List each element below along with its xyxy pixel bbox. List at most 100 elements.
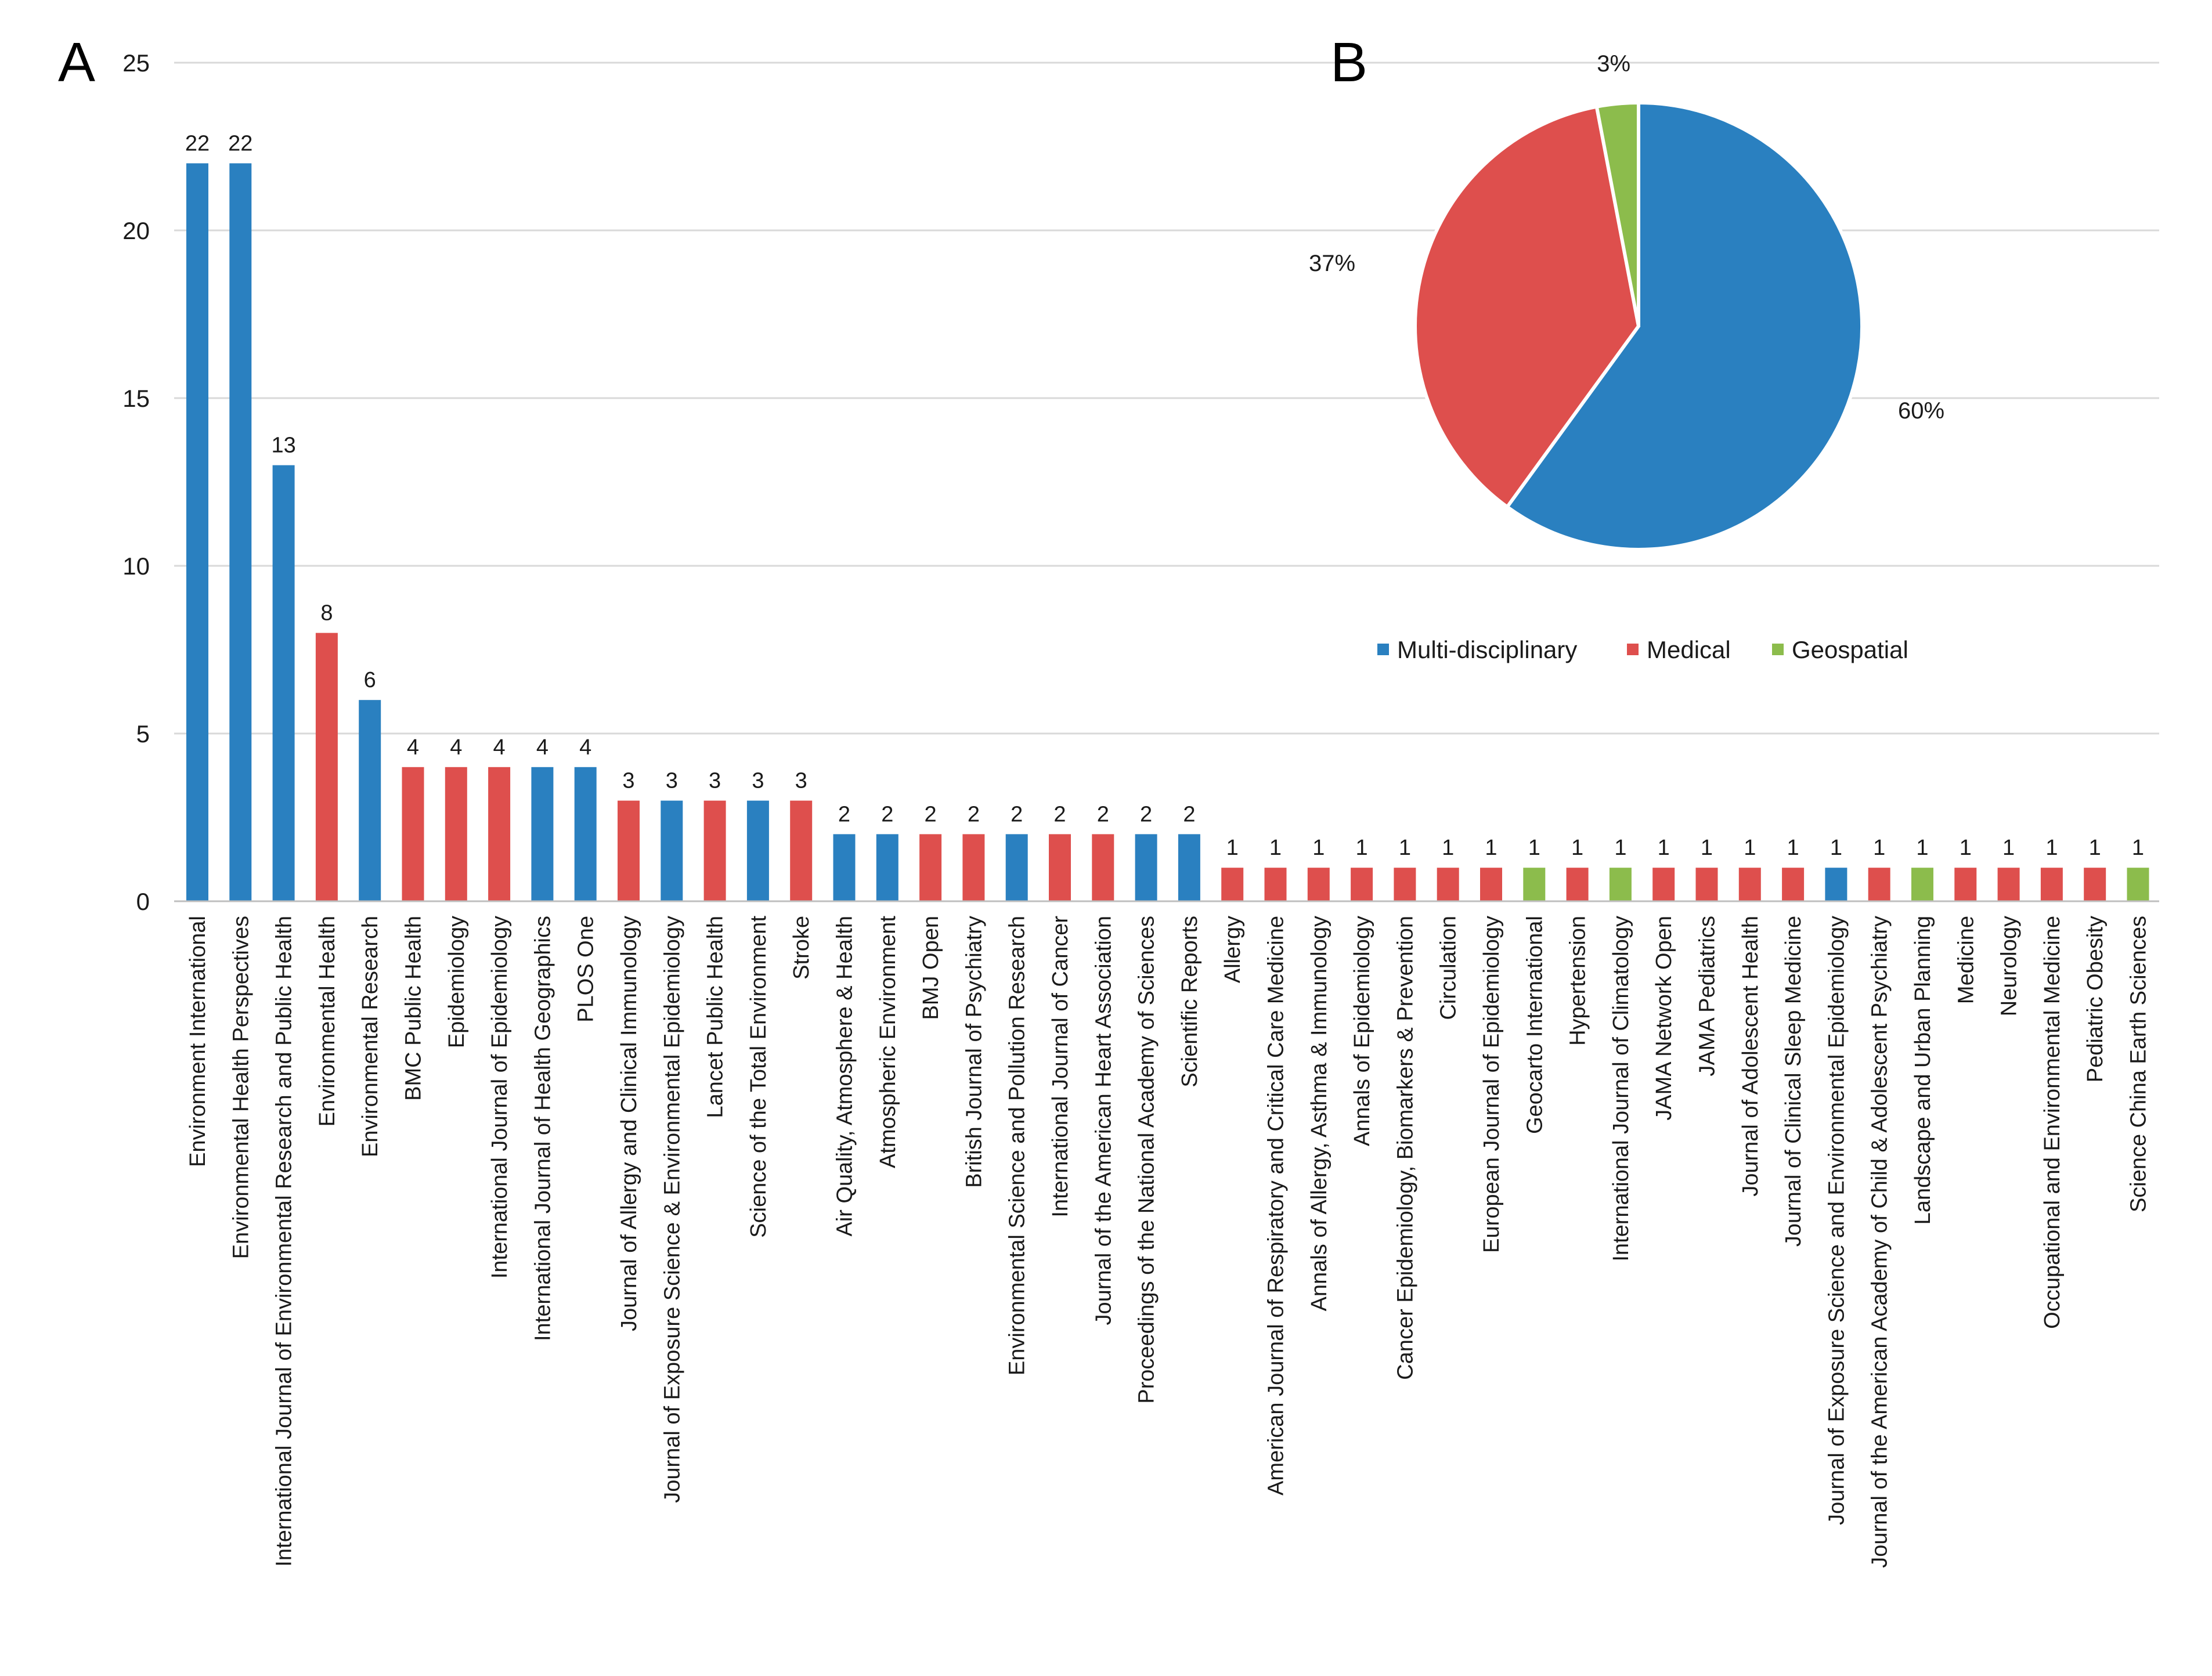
bar-value-label: 1 [1356,836,1368,860]
bar-value-label: 2 [1097,802,1109,826]
x-category-label: Journal of Allergy and Clinical Immunolo… [617,916,641,1331]
pie-percentage-label: 3% [1597,51,1630,77]
x-category-label: Epidemiology [445,916,469,1048]
x-category-label: Journal of Exposure Science & Environmen… [660,916,684,1503]
panel-letter-a: A [58,31,95,93]
bar-value-label: 1 [1830,836,1842,860]
x-category-label: Circulation [1437,916,1461,1020]
bar-value-label: 1 [1744,836,1756,860]
bar-value-label: 1 [1226,836,1239,860]
legend-swatch-medical [1627,644,1639,655]
pie-legend: Multi-disciplinary Medical Geospatial [1377,636,1908,663]
y-tick-label: 25 [122,49,150,77]
bar-value-label: 2 [1053,802,1066,826]
bar [2040,868,2063,901]
pie-chart-panel-b: 60% 37% 3% Multi-disciplinary Medical Geospa… [1309,51,1944,663]
bar [1264,868,1287,901]
x-category-label: Journal of the American Heart Associatio… [1091,916,1116,1325]
bar-value-label: 1 [1701,836,1713,860]
bar [1523,868,1546,901]
bar-value-label: 4 [450,735,462,760]
bar [315,633,338,901]
bar [618,800,640,901]
pie-slice-geo [1594,100,1640,327]
x-category-label: Science of the Total Environment [746,916,771,1238]
x-category-label: Environmental Research [358,916,383,1157]
bar [746,800,769,901]
x-category-label: American Journal of Respiratory and Crit… [1264,916,1289,1496]
bar [1005,834,1028,901]
bar-value-label: 1 [2089,836,2101,860]
y-tick-label: 20 [122,217,150,244]
bar [445,767,467,901]
x-category-label: Journal of Exposure Science and Environm… [1824,916,1849,1525]
bar [1868,868,1890,901]
x-category-label: Geocarto International [1522,916,1547,1134]
x-category-label: JAMA Pediatrics [1695,916,1720,1077]
bar [2127,868,2149,901]
x-category-label: Annals of Epidemiology [1350,916,1374,1146]
pie-percentage-label: 60% [1898,398,1944,424]
bar [962,834,985,901]
x-category-label: International Journal of Health Geograph… [531,916,555,1341]
bar [1307,868,1330,901]
bar [1092,834,1114,901]
bar-value-label: 1 [1787,836,1799,860]
bar [186,163,208,901]
y-gridlines [174,62,2159,735]
x-category-label: Occupational and Environmental Medicine [2040,916,2065,1329]
bar-value-label: 2 [1183,802,1195,826]
x-category-label: Allergy [1221,916,1245,983]
y-tick-label: 15 [122,385,150,412]
x-category-label: Atmospheric Environment [876,916,900,1169]
bar [876,834,898,901]
bar-value-label: 1 [1873,836,1885,860]
bar-value-label: 1 [1528,836,1540,860]
y-axis-tick-labels: 0 5 10 15 20 25 [122,49,150,915]
pie-percentage-label: 37% [1309,251,1355,276]
bar [1825,868,1847,901]
bars [186,163,2149,901]
x-category-label: Cancer Epidemiology, Biomarkers & Preven… [1393,916,1417,1380]
x-category-label: International Journal of Environmental R… [272,916,297,1567]
x-category-label: British Journal of Psychiatry [962,916,986,1188]
bar [1954,868,1977,901]
bar-value-label: 3 [752,769,764,793]
pie-percentage-labels: 60% 37% 3% [1309,51,1944,424]
bar [359,700,381,901]
bar-value-label: 2 [1011,802,1023,826]
x-category-label: Environmental Health [315,916,340,1126]
x-category-label: Science China Earth Sciences [2127,916,2151,1212]
x-category-label: PLOS One [574,916,598,1023]
bar [1997,868,2020,901]
legend-label-multi: Multi-disciplinary [1397,636,1577,663]
x-category-label: Neurology [1997,916,2022,1016]
bar-value-label: 6 [364,668,376,692]
pie-slice-medical [1413,104,1641,510]
bar-value-label: 3 [709,769,721,793]
bar-value-label: 1 [1442,836,1454,860]
panel-letter-b: B [1330,31,1367,93]
bar-value-label: 1 [1399,836,1411,860]
bar [1782,868,1805,901]
bar [919,834,942,901]
bar-value-label: 2 [968,802,980,826]
bar-value-label: 1 [1614,836,1626,860]
bar [2084,868,2106,901]
x-category-label: International Journal of Cancer [1048,916,1073,1218]
bar-value-label: 2 [881,802,893,826]
bar-value-label: 4 [407,735,419,760]
x-category-label: Lancet Public Health [703,916,728,1118]
x-category-label: Environment International [186,916,210,1167]
legend-swatch-geo [1772,644,1784,655]
bar-value-label: 2 [838,802,850,826]
bar [703,800,726,901]
bar-value-label: 3 [622,769,634,793]
bar [1566,868,1589,901]
bar-value-label: 2 [925,802,937,826]
x-category-label: Medicine [1954,916,1978,1004]
bar [661,800,683,901]
x-category-label: Journal of Adolescent Health [1738,916,1763,1197]
